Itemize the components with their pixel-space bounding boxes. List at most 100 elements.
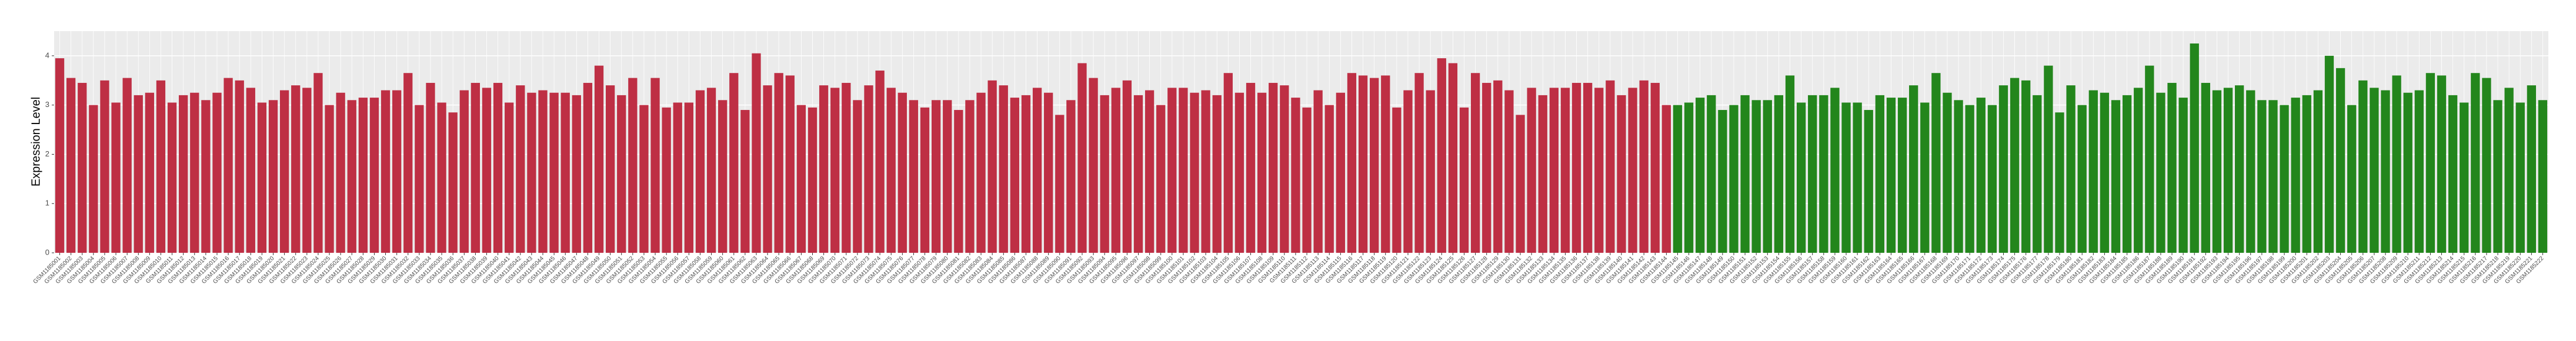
bar <box>437 102 446 253</box>
bar <box>1493 80 1503 253</box>
bar <box>796 105 806 253</box>
bar <box>1998 85 2008 253</box>
bar <box>807 107 817 253</box>
bar <box>2302 95 2311 253</box>
bar <box>673 102 682 253</box>
bar <box>1426 90 1435 253</box>
bar <box>1302 107 1312 253</box>
bar <box>987 80 997 253</box>
bar <box>1280 85 1289 253</box>
bar <box>2414 90 2424 253</box>
bar <box>426 82 435 253</box>
bar <box>1661 105 1671 253</box>
bar <box>1482 82 1491 253</box>
bar <box>2482 78 2491 253</box>
bar <box>1909 85 1918 253</box>
bar <box>1167 88 1177 253</box>
bar <box>785 75 795 253</box>
bar <box>358 98 368 253</box>
bar <box>1190 92 1199 253</box>
bar <box>2033 95 2042 253</box>
bar <box>920 107 930 253</box>
plot-background <box>54 31 2548 253</box>
bar <box>2246 90 2255 253</box>
bar <box>572 95 581 253</box>
bar <box>2268 100 2278 253</box>
bar <box>179 95 188 253</box>
bar <box>1808 95 1817 253</box>
bar <box>1212 95 1222 253</box>
bar <box>819 85 829 253</box>
bar <box>1234 92 1244 253</box>
bar <box>111 102 121 253</box>
bar <box>1819 95 1828 253</box>
bar <box>1122 80 1132 253</box>
bar <box>1920 102 1930 253</box>
bar <box>2021 80 2031 253</box>
y-axis-title: Expression Level <box>29 97 42 186</box>
bar <box>594 65 604 253</box>
bar <box>2381 90 2390 253</box>
bar <box>1987 105 1997 253</box>
bar <box>1032 88 1042 253</box>
bar <box>1853 102 1862 253</box>
bar <box>2257 100 2267 253</box>
bar <box>1650 82 1660 253</box>
bar <box>1763 100 1772 253</box>
bar <box>471 82 481 253</box>
bar <box>2392 75 2401 253</box>
bar <box>774 73 783 253</box>
bar <box>2122 95 2132 253</box>
bar <box>1751 100 1761 253</box>
bar <box>2324 55 2334 253</box>
bar <box>853 100 862 253</box>
bar <box>381 90 391 253</box>
bar <box>538 90 548 253</box>
bar <box>583 82 593 253</box>
bar <box>392 90 402 253</box>
bar <box>1459 107 1469 253</box>
bar <box>1156 105 1166 253</box>
bar <box>1347 73 1357 253</box>
bar <box>943 100 952 253</box>
bar <box>763 85 772 253</box>
bar <box>89 105 98 253</box>
bar <box>1010 98 1019 253</box>
bar <box>291 85 301 253</box>
bar <box>1774 95 1784 253</box>
bar <box>235 80 244 253</box>
bar <box>2190 43 2199 253</box>
bar <box>1729 105 1739 253</box>
bar <box>2077 105 2087 253</box>
bar <box>1133 95 1143 253</box>
bar <box>1144 90 1154 253</box>
y-tick-label: 3 <box>45 100 49 109</box>
bar <box>1965 105 1974 253</box>
bar <box>2235 85 2244 253</box>
bar <box>527 92 536 253</box>
bar <box>2212 90 2222 253</box>
bar <box>2347 105 2357 253</box>
bar <box>875 71 885 253</box>
y-tick-label: 0 <box>45 248 49 256</box>
bar <box>1617 95 1626 253</box>
bar <box>347 100 356 253</box>
bar <box>279 90 289 253</box>
bar <box>1470 73 1480 253</box>
bar <box>336 92 345 253</box>
bar <box>1414 73 1424 253</box>
y-tick-label: 4 <box>45 51 49 59</box>
bar <box>1055 115 1065 253</box>
bar <box>909 100 919 253</box>
bar <box>1223 73 1233 253</box>
bar <box>1324 105 1334 253</box>
bar <box>369 98 379 253</box>
bar <box>1954 100 1963 253</box>
bar <box>2437 75 2447 253</box>
bar <box>257 102 267 253</box>
bar <box>2425 73 2435 253</box>
bar <box>2280 105 2289 253</box>
bar <box>223 78 233 253</box>
bar <box>639 105 649 253</box>
bar <box>66 78 76 253</box>
